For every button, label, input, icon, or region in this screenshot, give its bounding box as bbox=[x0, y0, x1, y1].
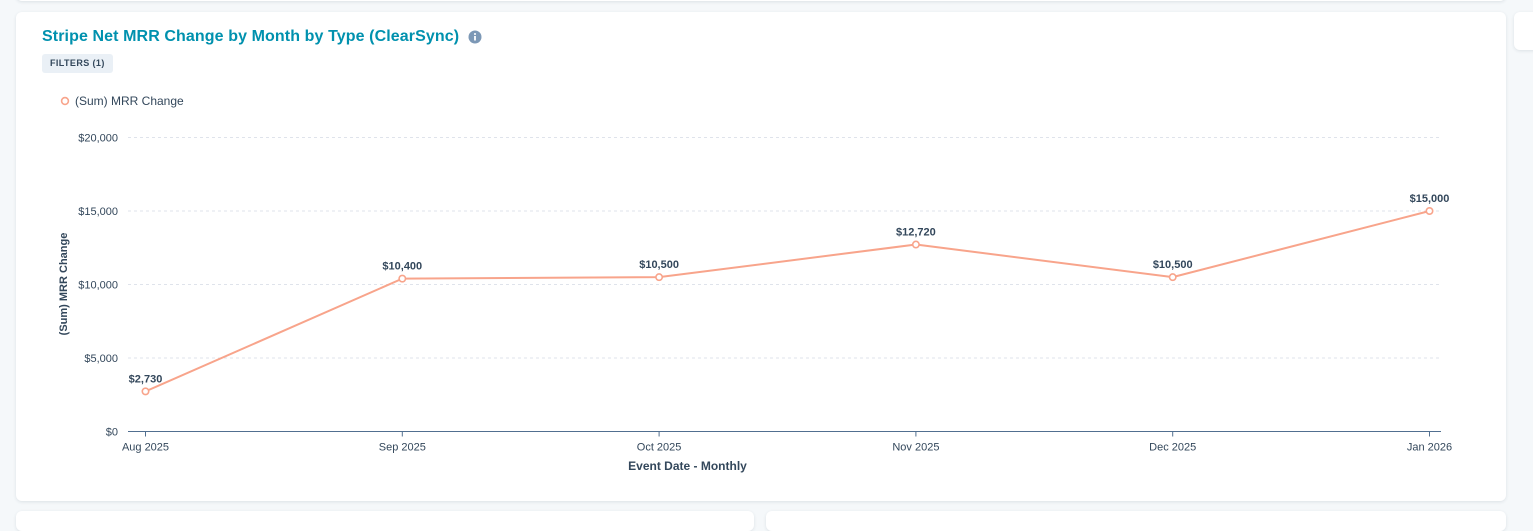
data-point bbox=[141, 387, 150, 396]
side-card bbox=[1514, 12, 1533, 50]
x-tick-label: Sep 2025 bbox=[379, 442, 426, 454]
data-label: $10,400 bbox=[382, 261, 422, 273]
x-tick-label: Oct 2025 bbox=[637, 442, 682, 454]
data-label: $12,720 bbox=[896, 227, 936, 239]
title-row: Stripe Net MRR Change by Month by Type (… bbox=[42, 28, 482, 46]
chart-legend[interactable]: (Sum) MRR Change bbox=[60, 94, 184, 108]
data-point bbox=[911, 240, 920, 249]
legend-marker-icon bbox=[60, 96, 70, 106]
data-label: $10,500 bbox=[639, 259, 679, 271]
data-label: $15,000 bbox=[1410, 193, 1450, 205]
report-card: Stripe Net MRR Change by Month by Type (… bbox=[16, 12, 1506, 501]
data-point bbox=[1425, 207, 1434, 216]
x-tick-label: Dec 2025 bbox=[1149, 442, 1196, 454]
line-chart: $0 $5,000 $10,000 $15,000 $20,000 Aug 2025 Sep… bbox=[58, 133, 1452, 474]
x-tick-label: Nov 2025 bbox=[892, 442, 939, 454]
data-point bbox=[398, 274, 407, 283]
data-label: $2,730 bbox=[129, 373, 163, 385]
previous-card bbox=[16, 0, 1506, 1]
data-point bbox=[1168, 273, 1177, 282]
x-axis-title: Event Date - Monthly bbox=[628, 459, 747, 473]
x-tick-label: Aug 2025 bbox=[122, 442, 169, 454]
series-line bbox=[145, 210, 1430, 393]
filters-button[interactable]: FILTERS (1) bbox=[42, 54, 113, 73]
x-tick-label: Jan 2026 bbox=[1407, 442, 1452, 454]
y-tick-label: $20,000 bbox=[78, 133, 118, 145]
y-axis-title: (Sum) MRR Change bbox=[58, 233, 70, 336]
legend-label: (Sum) MRR Change bbox=[75, 94, 184, 108]
y-tick-label: $0 bbox=[106, 427, 118, 439]
y-tick-label: $5,000 bbox=[84, 353, 118, 365]
report-title[interactable]: Stripe Net MRR Change by Month by Type (… bbox=[42, 28, 460, 45]
y-tick-label: $10,000 bbox=[78, 280, 118, 292]
y-tick-label: $15,000 bbox=[78, 206, 118, 218]
info-icon[interactable] bbox=[468, 30, 482, 44]
data-label: $10,500 bbox=[1153, 259, 1193, 271]
data-point bbox=[655, 273, 664, 282]
